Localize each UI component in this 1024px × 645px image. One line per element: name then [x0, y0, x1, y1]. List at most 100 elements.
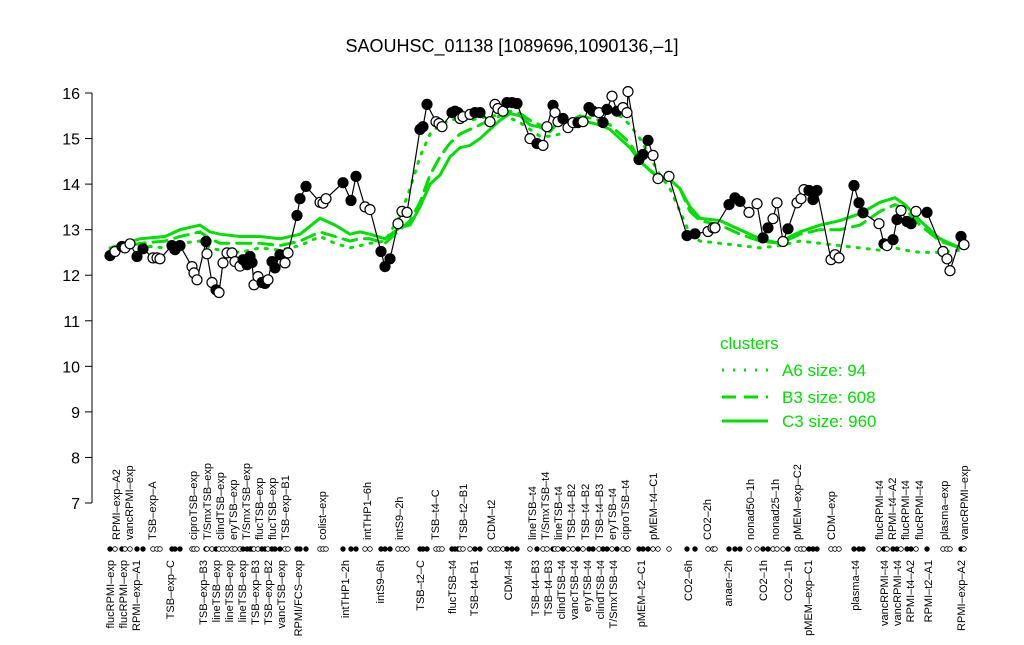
chart-title: SAOUHSC_01138 [1089696,1090136,–1] [346, 36, 679, 57]
cluster-line-c3 [108, 111, 962, 250]
x-label-top: ciproTSB–exp [188, 471, 200, 540]
legend: clusters A6 size: 94 B3 size: 608 C3 size:… [720, 334, 877, 431]
data-point-open [958, 239, 970, 251]
rug-marker [424, 546, 430, 552]
data-point-open [320, 193, 332, 205]
x-label-bottom: TSB–t4–B3 [543, 560, 555, 616]
data-point-open [777, 235, 789, 248]
rug-marker [362, 546, 368, 552]
data-point-filled [734, 195, 746, 207]
rug-marker [625, 546, 631, 552]
rug-marker [382, 546, 388, 552]
rug-marker [560, 546, 566, 552]
x-label-bottom: lineTSB–exp [237, 560, 249, 622]
data-point-open [217, 257, 229, 269]
cluster-lines [108, 109, 962, 254]
rug-marker [650, 546, 656, 552]
x-label-top: clindTSB–exp [215, 472, 227, 540]
x-label-bottom: pMEM–exp–C1 [803, 560, 815, 636]
x-label-top: CDM–exp [826, 491, 838, 540]
data-point-filled [291, 209, 303, 222]
rug-marker [527, 546, 533, 552]
data-point-open [577, 116, 589, 128]
rug-marker [177, 546, 183, 552]
data-point-open [401, 206, 413, 218]
data-point-open [910, 205, 922, 217]
rug-marker [898, 546, 904, 552]
x-label-bottom: CO2–1h [783, 560, 795, 601]
x-label-top: nonad50–1h [745, 479, 757, 540]
data-point-open [895, 204, 907, 217]
x-label-top: vancRPMI–exp [959, 465, 971, 540]
data-point-open [213, 286, 225, 299]
x-label-top: intS9–2h [394, 497, 406, 540]
data-point-filled [345, 194, 357, 207]
x-label-bottom: TSB–t2–C [415, 560, 427, 611]
x-label-top: TSB–t4–C [430, 489, 442, 540]
rug-marker [614, 546, 620, 552]
x-label-bottom: T/SmxTSB–t4 [608, 560, 620, 628]
rug-marker [477, 546, 483, 552]
x-label-bottom: RPMI–t4–A2 [905, 560, 917, 622]
rug-marker [609, 546, 615, 552]
data-point-open [647, 149, 659, 161]
x-label-bottom: lineTSB–exp [211, 560, 223, 622]
data-point-open [484, 116, 496, 128]
data-point-filled [375, 245, 387, 258]
data-point-open [392, 218, 404, 230]
x-label-top: T/SmxTSB–exp [202, 463, 214, 540]
x-label-top: colist–exp [317, 491, 329, 540]
x-label-top: T/SmxTSB–exp [241, 463, 253, 540]
rug-marker [645, 546, 651, 552]
data-point-filled [642, 134, 654, 146]
rug-marker [340, 546, 346, 552]
data-point-open [652, 173, 664, 185]
rug-marker [472, 546, 478, 552]
legend-entry-label: C3 size: 960 [782, 412, 877, 431]
data-point-open [191, 274, 203, 286]
data-point-open [743, 206, 755, 218]
data-point-open [537, 139, 549, 151]
data-point-open [663, 170, 675, 182]
x-label-top: lineTSB–t4 [553, 486, 565, 540]
x-label-bottom: flucRPMI–exp [118, 560, 130, 628]
legend-entry-label: A6 size: 94 [782, 361, 866, 380]
rug-marker [860, 546, 866, 552]
data-point-filled [637, 148, 649, 161]
rug-marker [876, 546, 882, 552]
x-label-top: TSB–t2–B1 [458, 484, 470, 540]
rug-marker [172, 546, 178, 552]
data-point-filled [762, 222, 774, 234]
data-point-filled [597, 116, 609, 129]
rug-marker [961, 546, 967, 552]
data-point-open [709, 222, 721, 234]
x-label-bottom: RPMI–exp–A1 [131, 560, 143, 631]
x-label-top: eryTSB–t4 [607, 488, 619, 540]
rug-marker [439, 546, 445, 552]
data-point-filled [474, 106, 486, 119]
rug-marker [726, 546, 732, 552]
data-point-open [436, 121, 448, 133]
data-point-open [873, 218, 885, 230]
data-point-open [282, 247, 294, 259]
data-point-filled [131, 250, 143, 263]
data-point-filled [246, 256, 258, 269]
rug-marker [224, 546, 230, 552]
cluster-line-b3 [108, 109, 962, 252]
x-label-top: T/SmxTSB–t4 [540, 472, 552, 540]
x-label-top: TSB–t4–B3 [594, 484, 606, 540]
rug-marker [801, 546, 807, 552]
rug-marker [732, 546, 738, 552]
x-label-bottom: intTHP1–2h [340, 560, 352, 618]
x-label-bottom: TSB–exp–C [165, 560, 177, 619]
x-label-top: CDM–t2 [486, 500, 498, 540]
y-tick-label: 8 [71, 450, 80, 467]
rug-marker [297, 546, 303, 552]
x-label-top: TSB–exp–A [147, 481, 159, 540]
cluster-line-a6 [108, 109, 962, 254]
rug-marker [112, 546, 118, 552]
data-point-filled [921, 206, 933, 218]
rug-marker [570, 546, 576, 552]
rug-marker [544, 546, 550, 552]
